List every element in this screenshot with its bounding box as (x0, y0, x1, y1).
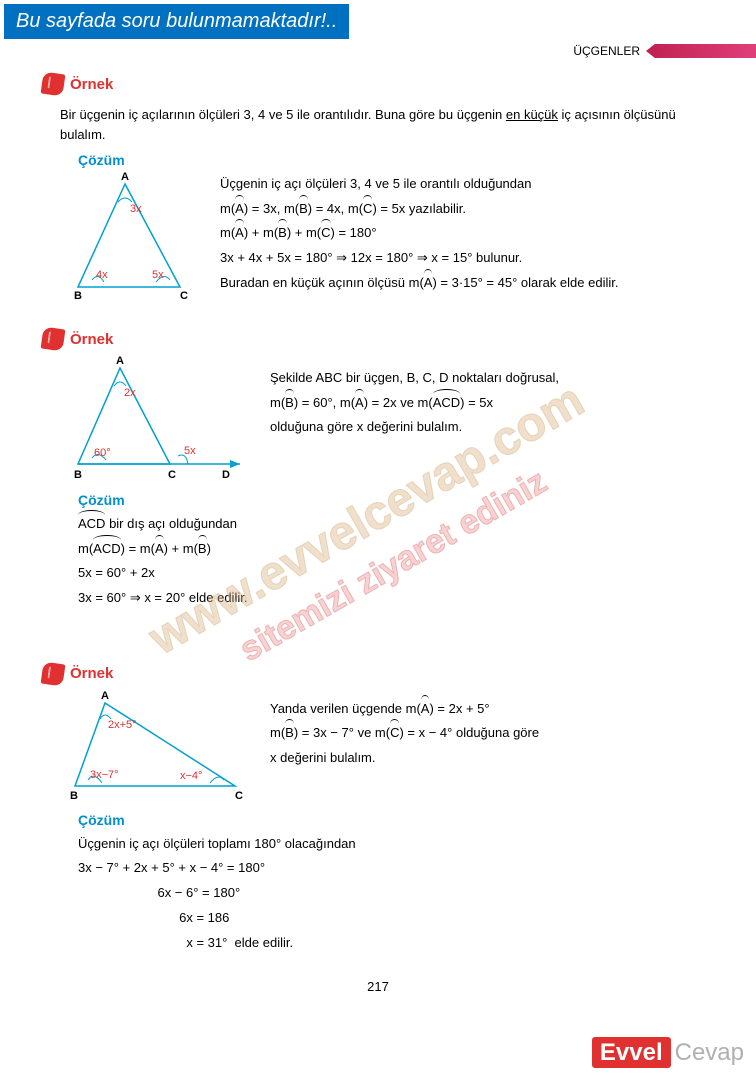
header-right: ÜÇGENLER (573, 44, 756, 58)
sol-line: 6x = 186 (78, 906, 696, 931)
footer-logo: EvvelCevap (592, 1039, 744, 1067)
prob-line: olduğuna göre x değerini bulalım. (270, 415, 559, 440)
svg-text:C: C (235, 790, 243, 802)
svg-text:C: C (168, 469, 176, 481)
example-icon (41, 72, 66, 97)
prob-line: m(B) = 3x − 7° ve m(C) = x − 4° olduğuna… (270, 721, 539, 746)
example-icon (41, 661, 66, 686)
sol-line: m(A) + m(B) + m(C) = 180° (220, 221, 618, 246)
example1-solution: Üçgenin iç açı ölçüleri 3, 4 ve 5 ile or… (220, 172, 618, 295)
svg-text:2x+5°: 2x+5° (108, 719, 137, 731)
sol-line: 6x − 6° = 180° (78, 881, 696, 906)
svg-text:B: B (74, 469, 82, 481)
chapter-label: ÜÇGENLER (573, 44, 640, 58)
svg-text:60°: 60° (94, 447, 111, 459)
example2-solution: ACD bir dış açı olduğundan m(ACD) = m(A)… (78, 512, 696, 611)
example1-diagram: A B C 3x 4x 5x (60, 172, 200, 302)
page-number: 217 (60, 979, 696, 994)
prob-line: Şekilde ABC bir üçgen, B, C, D noktaları… (270, 366, 559, 391)
prob-line: Yanda verilen üçgende m(A) = 2x + 5° (270, 697, 539, 722)
svg-text:D: D (222, 469, 230, 481)
page-banner: Bu sayfada soru bulunmamaktadır!.. (4, 4, 349, 39)
page-content: Örnek Bir üçgenin iç açılarının ölçüleri… (0, 39, 756, 1004)
example3-problem: Yanda verilen üçgende m(A) = 2x + 5° m(B… (270, 691, 539, 771)
sol-line: 5x = 60° + 2x (78, 561, 696, 586)
sol-line: x = 31° elde edilir. (78, 931, 696, 956)
header-arrow-icon (646, 44, 756, 58)
sol-line: m(ACD) = m(A) + m(B) (78, 537, 696, 562)
svg-text:2x: 2x (124, 387, 136, 399)
svg-text:B: B (74, 290, 82, 302)
solution-label: Çözüm (78, 152, 696, 168)
example-tag: Örnek (42, 73, 113, 95)
example-icon (41, 327, 66, 352)
example-tag: Örnek (42, 328, 113, 350)
footer-brand1: Evvel (592, 1037, 671, 1068)
sol-line: 3x = 60° ⇒ x = 20° elde edilir. (78, 586, 696, 611)
sol-line: ACD bir dış açı olduğundan (78, 512, 696, 537)
svg-text:A: A (101, 691, 109, 702)
prob-line: x değerini bulalım. (270, 746, 539, 771)
example1-problem: Bir üçgenin iç açılarının ölçüleri 3, 4 … (60, 105, 696, 144)
svg-text:3x: 3x (130, 203, 142, 215)
solution-label: Çözüm (78, 812, 696, 828)
svg-text:5x: 5x (152, 269, 164, 281)
sol-line: Üçgenin iç açı ölçüleri toplamı 180° ola… (78, 832, 696, 857)
footer-brand2: Cevap (675, 1039, 744, 1066)
example2-diagram: A B C D 2x 60° 5x (60, 356, 250, 486)
example-tag: Örnek (42, 663, 113, 685)
example-label: Örnek (70, 665, 113, 682)
svg-text:A: A (116, 356, 124, 367)
svg-text:3x−7°: 3x−7° (90, 769, 119, 781)
example2-problem: Şekilde ABC bir üçgen, B, C, D noktaları… (270, 356, 559, 440)
sol-line: m(A) = 3x, m(B) = 4x, m(C) = 5x yazılabi… (220, 197, 618, 222)
prob-line: m(B) = 60°, m(A) = 2x ve m(ACD) = 5x (270, 391, 559, 416)
solution-label: Çözüm (78, 492, 696, 508)
example-label: Örnek (70, 76, 113, 93)
svg-text:x−4°: x−4° (180, 770, 202, 782)
example3-diagram: A B C 2x+5° 3x−7° x−4° (60, 691, 250, 806)
sol-line: 3x + 4x + 5x = 180° ⇒ 12x = 180° ⇒ x = 1… (220, 246, 618, 271)
svg-text:A: A (121, 172, 129, 183)
sol-line: Buradan en küçük açının ölçüsü m(A) = 3·… (220, 271, 618, 296)
sol-line: 3x − 7° + 2x + 5° + x − 4° = 180° (78, 856, 696, 881)
example3-solution: Üçgenin iç açı ölçüleri toplamı 180° ola… (78, 832, 696, 955)
svg-text:B: B (70, 790, 78, 802)
svg-text:C: C (180, 290, 188, 302)
svg-text:5x: 5x (184, 445, 196, 457)
sol-line: Üçgenin iç açı ölçüleri 3, 4 ve 5 ile or… (220, 172, 618, 197)
svg-text:4x: 4x (96, 269, 108, 281)
example-label: Örnek (70, 331, 113, 348)
